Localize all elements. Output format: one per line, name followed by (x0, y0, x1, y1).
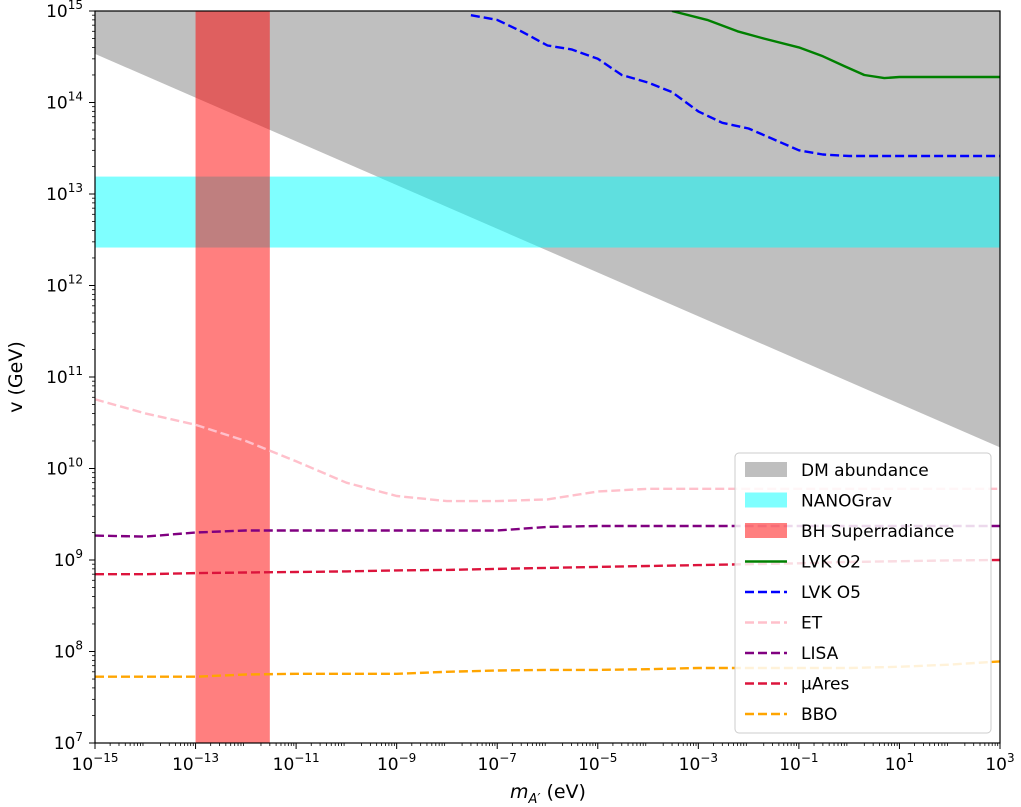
legend-lvk-o2-label: LVK O2 (801, 553, 861, 573)
y-tick-label: 108 (54, 639, 83, 663)
x-tick-label: 10−5 (578, 751, 617, 775)
legend-dm-abundance-swatch (745, 462, 787, 477)
series-lvk-o2 (671, 11, 1000, 80)
y-tick-label: 107 (54, 730, 83, 754)
y-axis-ticks: 107 108 109 1010 1011 1012 1013 1014 1015 (46, 0, 95, 754)
x-tick-label: 10−11 (273, 751, 320, 775)
legend-nanograv-label: NANOGrav (801, 492, 892, 512)
y-tick-label: 1011 (46, 364, 83, 388)
x-tick-label: 103 (985, 751, 1014, 775)
legend-bh-superradiance-label: BH Superradiance (801, 522, 954, 542)
legend-lisa-label: LISA (801, 644, 839, 664)
x-tick-label: 10−9 (377, 751, 416, 775)
legend-bbo-label: BBO (801, 705, 837, 725)
legend-frame (734, 452, 992, 734)
legend-lvk-o5-label: LVK O5 (801, 583, 861, 603)
legend-muares-label: μAres (801, 675, 850, 695)
y-tick-label: 1014 (46, 90, 83, 114)
legend-bh-superradiance-swatch (745, 523, 787, 538)
legend-et-label: ET (801, 614, 823, 634)
legend: DM abundance NANOGrav BH Superradiance LVK … (734, 452, 992, 734)
x-tick-label: 101 (885, 751, 914, 775)
x-tick-label: 10−1 (779, 751, 818, 775)
y-tick-label: 1012 (46, 273, 83, 297)
x-tick-label: 10−15 (72, 751, 119, 775)
x-tick-label: 10−13 (172, 751, 219, 775)
x-tick-label: 10−3 (679, 751, 718, 775)
legend-dm-abundance-label: DM abundance (801, 461, 929, 481)
series-lvk-o5 (470, 14, 1000, 158)
y-tick-label: 1013 (46, 181, 83, 205)
y-tick-label: 1010 (46, 456, 83, 480)
x-axis-ticks: 10−15 10−13 10−11 10−9 10−7 10−5 10−3 10−1 101 10… (72, 743, 1015, 775)
x-tick-label: 10−7 (478, 751, 517, 775)
x-axis-label: mA′ (eV) (510, 781, 586, 807)
y-tick-label: 1015 (46, 0, 83, 22)
region-bh-superradiance (195, 11, 270, 743)
y-tick-label: 109 (54, 547, 83, 571)
legend-nanograv-swatch (745, 492, 787, 508)
y-axis-label: v (GeV) (5, 341, 27, 413)
shaded-regions (95, 11, 1000, 743)
